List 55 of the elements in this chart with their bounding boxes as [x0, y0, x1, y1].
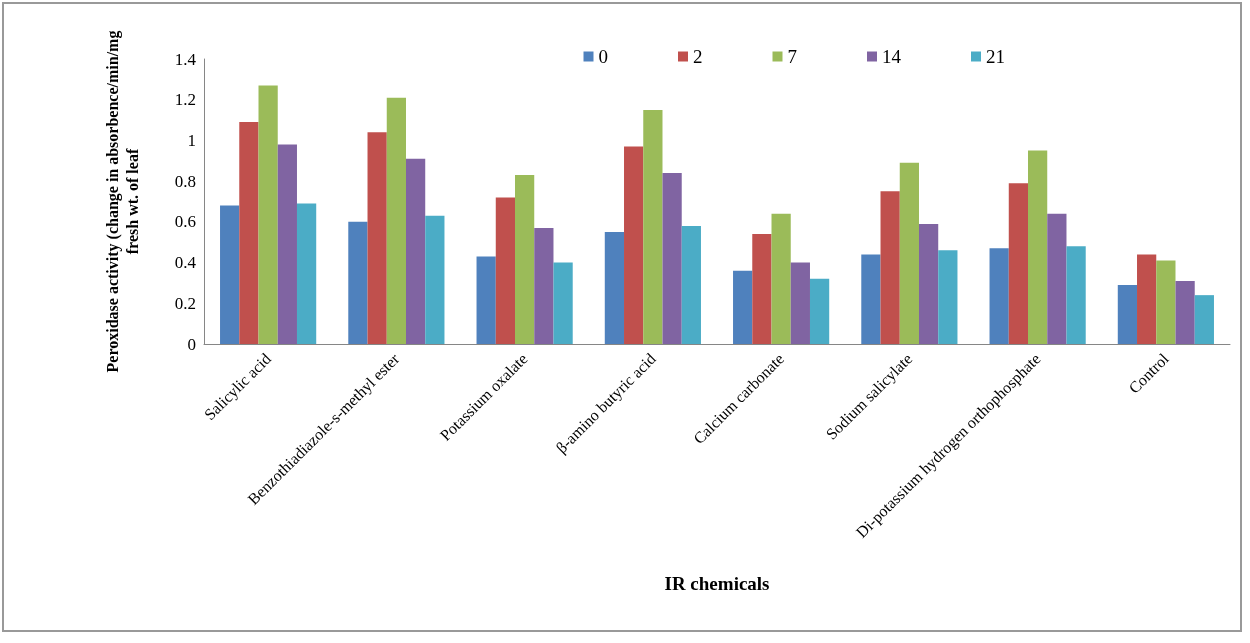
- legend-label: 7: [787, 46, 797, 67]
- bar: [1156, 260, 1176, 344]
- bar: [752, 234, 772, 344]
- bar: [938, 250, 958, 344]
- bar: [1137, 254, 1157, 344]
- legend-label: 2: [693, 46, 703, 67]
- bar: [425, 215, 445, 344]
- bar: [476, 256, 496, 344]
- y-tick-label: 0.8: [174, 171, 196, 191]
- bar: [899, 162, 919, 344]
- legend-label: 14: [882, 46, 902, 67]
- bar: [604, 232, 625, 344]
- x-axis-title: IR chemicals: [664, 573, 770, 594]
- bar: [1008, 183, 1029, 344]
- bar: [386, 97, 406, 344]
- y-tick-label: 1: [187, 130, 196, 150]
- bar: [239, 122, 259, 344]
- bar: [809, 278, 830, 344]
- bar: [662, 173, 682, 344]
- bar: [1066, 246, 1086, 344]
- bar: [918, 223, 939, 344]
- bar: [277, 144, 297, 344]
- bar: [495, 197, 516, 344]
- bar: [643, 109, 663, 344]
- bar: [1028, 150, 1048, 344]
- y-tick-label: 0: [187, 334, 196, 354]
- bar: [405, 158, 426, 344]
- bar: [790, 262, 810, 344]
- bar: [220, 205, 240, 344]
- bar: [771, 213, 791, 344]
- bar: [989, 248, 1009, 344]
- bar: [534, 227, 554, 344]
- y-tick-label: 1.2: [174, 90, 196, 110]
- bar: [258, 85, 278, 344]
- bar: [733, 270, 753, 344]
- bar: [515, 175, 535, 344]
- bar: [624, 146, 644, 344]
- bar: [1117, 284, 1138, 344]
- y-tick-label: 1.4: [174, 49, 197, 69]
- bar: [880, 191, 900, 344]
- legend-label: 0: [598, 46, 608, 67]
- y-axis-title: Peroxidase activity (change in absorbence/min/mg fresh wt. of leaf: [103, 30, 141, 373]
- y-tick-label: 0.4: [174, 253, 197, 273]
- bar: [861, 254, 881, 344]
- bar: [553, 262, 573, 344]
- bar: [1175, 280, 1195, 344]
- bar: [296, 203, 317, 344]
- y-tick-label: 0.2: [174, 293, 196, 313]
- y-tick-label: 0.6: [174, 212, 196, 232]
- bar: [1194, 295, 1214, 344]
- bar: [681, 225, 701, 344]
- bar: [1047, 213, 1067, 344]
- legend-label: 21: [986, 46, 1005, 67]
- bar: [367, 132, 387, 344]
- bar: [348, 221, 368, 344]
